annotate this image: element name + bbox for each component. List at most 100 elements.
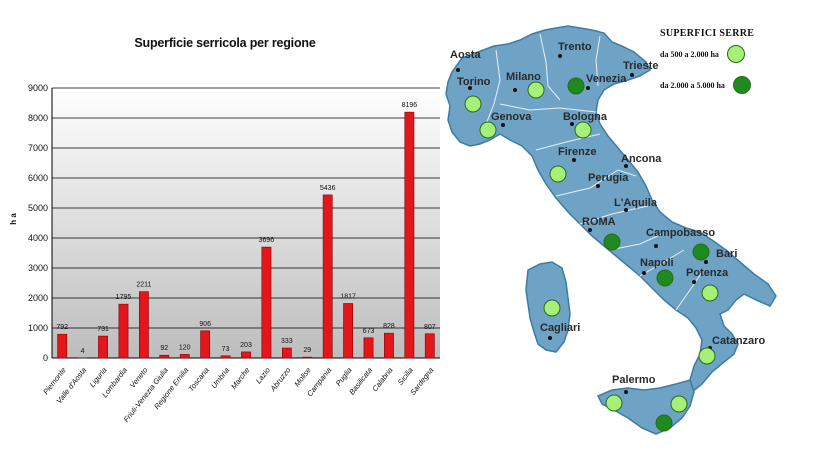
city-label-laquila: L'Aquila — [614, 197, 658, 209]
bar — [98, 335, 108, 359]
city-dot-campobasso — [654, 244, 658, 248]
y-axis-label: h a — [9, 213, 18, 225]
city-label-palermo: Palermo — [612, 374, 656, 386]
data-label: 333 — [281, 338, 293, 345]
data-label: 906 — [199, 321, 211, 328]
marker-light — [479, 121, 497, 139]
greenhouse-markers — [464, 77, 719, 432]
data-label: 2211 — [136, 282, 151, 289]
data-label: 1817 — [340, 293, 356, 300]
data-label: 8196 — [402, 102, 418, 109]
legend-label-light: da 500 a 2.000 ha — [660, 49, 719, 59]
data-label: 731 — [97, 326, 109, 333]
city-label-potenza: Potenza — [686, 267, 729, 279]
city-label-venezia: Venezia — [586, 73, 627, 85]
y-tick-label: 3000 — [28, 263, 48, 273]
city-label-roma: ROMA — [582, 216, 616, 228]
city-label-genova: Genova — [491, 111, 532, 123]
data-label: 92 — [160, 345, 168, 352]
marker-dark — [692, 243, 710, 261]
bar — [384, 332, 394, 359]
marker-light — [670, 395, 688, 413]
city-label-torino: Torino — [457, 76, 491, 88]
data-label: 5436 — [320, 185, 336, 192]
y-tick-label: 6000 — [28, 173, 48, 183]
bar — [220, 355, 231, 359]
marker-light — [701, 284, 719, 302]
italy-mainland — [445, 25, 777, 394]
city-dot-genova — [501, 123, 505, 127]
city-dot-potenza — [692, 280, 696, 284]
city-dot-laquila — [624, 208, 628, 212]
y-tick-label: 0 — [43, 353, 48, 363]
marker-dark — [655, 414, 673, 432]
city-label-bari: Bari — [716, 248, 737, 260]
city-label-catanzaro: Catanzaro — [712, 335, 765, 347]
y-tick-label: 8000 — [28, 113, 48, 123]
bar — [179, 354, 190, 359]
marker-light — [605, 394, 623, 412]
legend-dot-dark-icon — [732, 76, 751, 94]
y-tick-label: 4000 — [28, 233, 48, 243]
data-label: 3696 — [259, 237, 275, 244]
city-dot-trento — [558, 54, 562, 58]
city-dot-milano — [513, 88, 517, 92]
data-label: 120 — [179, 344, 191, 351]
city-dot-bologna — [570, 122, 574, 126]
city-dot-perugia — [596, 184, 600, 188]
city-label-firenze: Firenze — [558, 146, 597, 158]
city-dots — [456, 54, 712, 394]
map-legend: SUPERFICI SERRE da 500 a 2.000 ha da 2.0… — [660, 28, 820, 94]
bar — [343, 303, 354, 359]
data-label: 828 — [383, 323, 395, 330]
city-label-napoli: Napoli — [640, 257, 674, 269]
y-tick-label: 5000 — [28, 203, 48, 213]
bar — [118, 303, 129, 359]
marker-light — [698, 347, 716, 365]
plot-area — [52, 88, 440, 358]
legend-item-light: da 500 a 2.000 ha — [660, 45, 745, 63]
city-label-trieste: Trieste — [623, 60, 658, 72]
bar — [281, 347, 292, 359]
city-dot-ancona — [624, 164, 628, 168]
bar — [241, 351, 251, 359]
data-label: 1795 — [116, 294, 132, 301]
city-label-campobasso: Campobasso — [646, 227, 715, 239]
chart-title: Superficie serricola per regione — [134, 36, 316, 50]
marker-dark — [567, 77, 585, 95]
bar — [404, 111, 415, 359]
city-dot-roma — [588, 228, 592, 232]
region-borders — [485, 33, 703, 311]
bar — [200, 330, 211, 359]
data-label: 29 — [303, 347, 311, 354]
city-label-trento: Trento — [558, 41, 592, 53]
data-label: 792 — [56, 324, 68, 331]
bar — [139, 291, 149, 359]
city-dot-cagliari — [548, 336, 552, 340]
data-label: 673 — [363, 328, 375, 335]
city-label-milano: Milano — [506, 71, 541, 83]
y-tick-label: 9000 — [28, 83, 48, 93]
legend-title: SUPERFICI SERRE — [660, 28, 755, 39]
marker-light — [574, 121, 592, 139]
marker-light — [464, 95, 482, 113]
y-tick-label: 2000 — [28, 293, 48, 303]
city-dot-bari — [704, 260, 708, 264]
city-dot-trieste — [630, 73, 634, 77]
legend-dot-light-icon — [726, 45, 745, 63]
y-tick-label: 1000 — [28, 323, 48, 333]
city-label-aosta: Aosta — [450, 49, 481, 61]
bar — [322, 194, 333, 359]
legend-item-dark: da 2.000 a 5.000 ha — [660, 76, 751, 94]
city-dot-napoli — [642, 271, 646, 275]
city-label-ancona: Ancona — [621, 153, 662, 165]
city-label-bologna: Bologna — [563, 111, 608, 123]
y-tick-label: 7000 — [28, 143, 48, 153]
data-label: 73 — [222, 346, 230, 353]
data-label: 203 — [240, 342, 252, 349]
city-dot-firenze — [572, 158, 576, 162]
marker-light — [527, 81, 545, 99]
